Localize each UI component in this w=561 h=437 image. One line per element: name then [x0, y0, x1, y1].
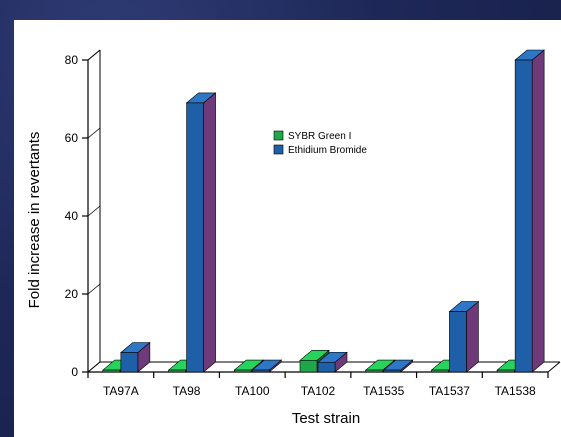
bar-ethidium-ta1535 [383, 369, 402, 373]
y-tick-depth [87, 361, 101, 373]
bar-ethidium-ta1538 [514, 59, 533, 373]
x-tick-label: TA1535 [363, 384, 404, 398]
bar-ethidium-ta1537 [449, 311, 467, 373]
bar-sybr-ta102 [299, 359, 318, 373]
legend-swatch [273, 130, 284, 141]
floor-right-edge [547, 361, 561, 373]
x-axis-title: Test strain [292, 410, 360, 427]
bar-ethidium-ta97a [120, 352, 139, 373]
bar-sybr-ta1535 [365, 369, 384, 373]
bar-sybr-ta1538 [496, 369, 515, 373]
x-tick-label: TA1538 [495, 384, 536, 398]
y-tick-depth [87, 283, 101, 295]
y-tick-depth [87, 127, 101, 139]
y-tick-label: 80 [65, 53, 79, 67]
bar-sybr-ta97a [102, 369, 121, 373]
y-tick-label: 60 [65, 131, 79, 145]
y-axis-title: Fold increase in revertants [26, 132, 43, 309]
bar-side [466, 300, 479, 373]
x-tick-label: TA98 [173, 384, 201, 398]
x-tick-label: TA100 [235, 384, 270, 398]
bar-sybr-ta100 [233, 369, 252, 373]
bar-side [203, 92, 216, 373]
bar-side [531, 49, 545, 373]
bar-sybr-ta1537 [431, 369, 449, 373]
legend-label: Ethidium Bromide [288, 145, 367, 156]
legend-label: SYBR Green I [288, 131, 351, 142]
x-tick-label: TA1537 [429, 384, 470, 398]
y-tick-depth [87, 205, 101, 217]
y-tick-label: 40 [65, 209, 79, 223]
y-tick-label: 20 [65, 287, 79, 301]
bar-sybr-ta98 [168, 369, 186, 373]
x-tick-label: TA97A [103, 384, 139, 398]
x-tick-label: TA102 [301, 384, 336, 398]
bar-ethidium-ta98 [186, 102, 204, 373]
bar-ethidium-ta102 [317, 361, 336, 373]
bar-ethidium-ta100 [251, 369, 270, 373]
y-tick-depth [87, 49, 101, 61]
legend-swatch [273, 144, 284, 155]
y-tick-label: 0 [71, 365, 78, 379]
